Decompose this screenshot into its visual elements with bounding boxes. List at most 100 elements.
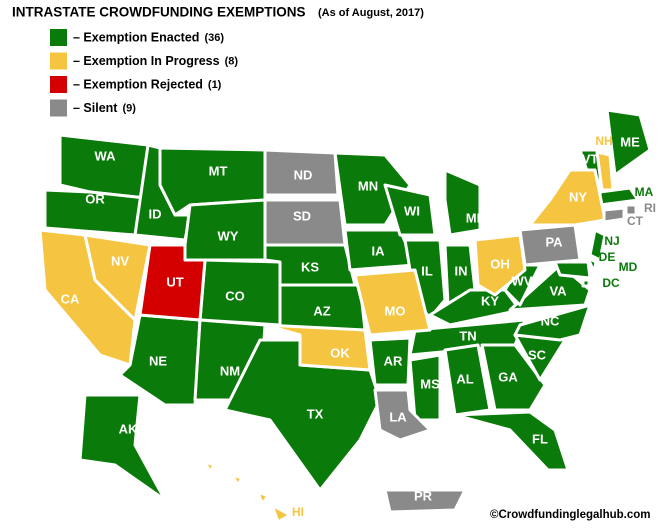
state-shape bbox=[256, 490, 270, 506]
state-shape bbox=[624, 203, 638, 217]
state-label: MD bbox=[619, 260, 638, 274]
state-shape bbox=[443, 168, 482, 237]
state-label: ID bbox=[149, 206, 162, 221]
state-label: AK bbox=[119, 421, 138, 436]
state-label: ND bbox=[294, 167, 313, 182]
states bbox=[38, 108, 652, 524]
state-shape bbox=[605, 108, 652, 177]
credit: ©Crowdfundinglegalhub.com bbox=[490, 509, 651, 521]
state-label: MN bbox=[358, 178, 378, 193]
state-shape bbox=[408, 353, 442, 422]
state-label: VA bbox=[549, 283, 567, 298]
state-label: CT bbox=[627, 214, 644, 228]
state-label: TN bbox=[459, 328, 476, 343]
state-label: WY bbox=[218, 228, 239, 243]
state-shape bbox=[270, 503, 292, 524]
legend-count: (9) bbox=[122, 102, 136, 114]
state-label: RI bbox=[644, 201, 656, 215]
legend-label: – Exemption Rejected bbox=[73, 77, 203, 91]
legend-swatch bbox=[50, 52, 67, 70]
state-labels: WA OR ID MT WY CO NE KS AZ NM TX MN IA WI MI IL IN KY TN MS… bbox=[61, 134, 656, 519]
legend-swatch bbox=[50, 29, 67, 46]
state-shape bbox=[480, 343, 547, 412]
state-shape bbox=[528, 168, 607, 227]
state-shape bbox=[263, 148, 340, 197]
state-label: OK bbox=[330, 345, 350, 360]
state-label: CA bbox=[61, 291, 80, 306]
state-shape bbox=[353, 268, 432, 337]
state-shape bbox=[138, 243, 207, 322]
state-label: NE bbox=[149, 353, 167, 368]
state-label: TX bbox=[307, 406, 324, 421]
legend: – Exemption Enacted (36) – Exemption In Pr… bbox=[50, 29, 238, 117]
state-label: NV bbox=[111, 253, 129, 268]
state-shape bbox=[78, 393, 167, 502]
state-label: AZ bbox=[313, 303, 330, 318]
state-label: NY bbox=[569, 189, 587, 204]
state-shape bbox=[83, 233, 152, 322]
state-shape bbox=[263, 198, 347, 247]
state-shape bbox=[443, 343, 492, 417]
state-label: HI bbox=[292, 505, 304, 519]
state-label: NH bbox=[595, 134, 612, 148]
title: INTRASTATE CROWDFUNDING EXEMPTIONS bbox=[12, 5, 306, 20]
state-label: MT bbox=[209, 163, 228, 178]
state-shape bbox=[373, 388, 432, 442]
state-label: CO bbox=[225, 288, 245, 303]
state-label: SC bbox=[528, 347, 547, 362]
state-shape bbox=[383, 183, 437, 237]
state-shape bbox=[595, 150, 615, 192]
state-label: WA bbox=[95, 148, 117, 163]
state-shape bbox=[263, 323, 372, 372]
legend-count: (36) bbox=[204, 32, 224, 44]
state-shape bbox=[513, 303, 592, 342]
state-label: OH bbox=[490, 256, 510, 271]
state-label: NJ bbox=[604, 234, 619, 248]
state-label: MS bbox=[420, 376, 440, 391]
state-shape bbox=[553, 260, 592, 280]
state-label: OR bbox=[85, 191, 105, 206]
state-label: DE bbox=[599, 250, 616, 264]
state-shape bbox=[453, 410, 570, 472]
state-label: MI bbox=[466, 210, 480, 225]
state-label: FL bbox=[532, 431, 548, 446]
state-shape bbox=[518, 223, 582, 267]
legend-label: – Silent bbox=[73, 101, 118, 115]
state-shape bbox=[368, 336, 412, 387]
state-label: MA bbox=[635, 185, 654, 199]
state-label: IA bbox=[372, 243, 386, 258]
state-shape bbox=[58, 133, 150, 200]
legend-count: (8) bbox=[225, 55, 239, 67]
state-shape bbox=[588, 228, 607, 262]
legend-count: (1) bbox=[208, 79, 222, 91]
state-label: VT bbox=[582, 151, 599, 166]
state-shape bbox=[602, 206, 626, 224]
state-label: PA bbox=[545, 234, 563, 249]
state-label: UT bbox=[166, 274, 183, 289]
state-label: WI bbox=[404, 203, 420, 218]
state-shape bbox=[383, 488, 467, 514]
state-shape bbox=[473, 233, 527, 297]
state-label: KS bbox=[301, 259, 319, 274]
state-label: KY bbox=[481, 293, 499, 308]
state-label: NC bbox=[541, 313, 560, 328]
legend-swatch bbox=[50, 76, 67, 93]
state-label: AR bbox=[384, 353, 403, 368]
legend-swatch bbox=[50, 99, 67, 117]
state-shape bbox=[581, 278, 591, 288]
state-label: SD bbox=[293, 208, 311, 223]
legend-label: – Exemption Enacted bbox=[73, 30, 199, 44]
legend-label: – Exemption In Progress bbox=[73, 54, 220, 68]
state-shape bbox=[203, 460, 216, 474]
state-shape bbox=[230, 473, 244, 487]
subtitle: (As of August, 2017) bbox=[318, 7, 424, 19]
state-label: ME bbox=[620, 134, 640, 149]
state-label: IN bbox=[455, 263, 468, 278]
state-shape bbox=[586, 256, 598, 274]
state-label: PR bbox=[414, 488, 433, 503]
state-label: LA bbox=[389, 409, 407, 424]
state-label: GA bbox=[498, 369, 518, 384]
state-label: NM bbox=[220, 363, 240, 378]
state-label: DC bbox=[602, 276, 620, 290]
